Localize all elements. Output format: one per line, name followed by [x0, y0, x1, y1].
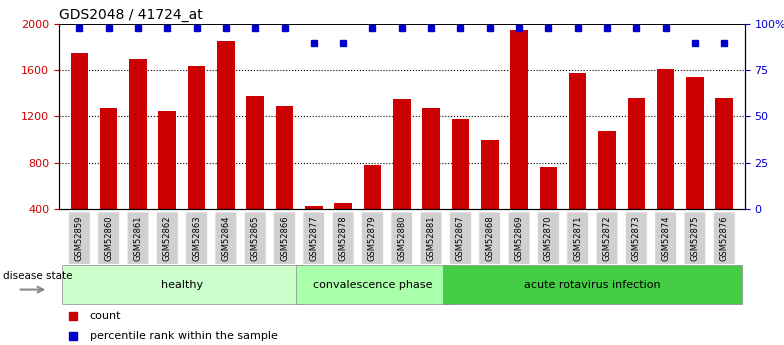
Bar [452, 119, 470, 209]
Text: GSM52868: GSM52868 [485, 216, 494, 262]
FancyBboxPatch shape [508, 212, 530, 265]
Text: GSM52880: GSM52880 [397, 216, 406, 261]
Bar [539, 167, 557, 209]
Text: GSM52870: GSM52870 [544, 216, 553, 261]
FancyBboxPatch shape [68, 212, 90, 265]
FancyBboxPatch shape [626, 212, 647, 265]
Bar [510, 30, 528, 209]
FancyBboxPatch shape [443, 265, 742, 305]
Bar [129, 59, 147, 209]
Bar [100, 108, 118, 209]
Bar [569, 72, 586, 209]
FancyBboxPatch shape [684, 212, 706, 265]
Text: GSM52869: GSM52869 [514, 216, 524, 261]
Bar [246, 96, 264, 209]
Bar [276, 106, 293, 209]
FancyBboxPatch shape [186, 212, 208, 265]
Bar [158, 111, 176, 209]
Text: GSM52872: GSM52872 [603, 216, 612, 261]
Text: count: count [89, 312, 122, 322]
Text: acute rotavirus infection: acute rotavirus infection [524, 280, 661, 289]
FancyBboxPatch shape [420, 212, 442, 265]
Text: GSM52877: GSM52877 [310, 216, 318, 262]
Text: GSM52866: GSM52866 [280, 216, 289, 262]
Text: GSM52873: GSM52873 [632, 216, 641, 262]
Text: GDS2048 / 41724_at: GDS2048 / 41724_at [59, 8, 202, 22]
Text: convalescence phase: convalescence phase [313, 280, 432, 289]
Bar [305, 206, 323, 209]
Text: GSM52862: GSM52862 [163, 216, 172, 261]
Text: disease state: disease state [3, 270, 72, 280]
Text: GSM52871: GSM52871 [573, 216, 583, 261]
Bar [393, 99, 411, 209]
FancyBboxPatch shape [567, 212, 589, 265]
FancyBboxPatch shape [245, 212, 266, 265]
FancyBboxPatch shape [332, 212, 354, 265]
Bar [334, 203, 352, 209]
Bar [364, 166, 381, 209]
Text: GSM52881: GSM52881 [426, 216, 436, 261]
FancyBboxPatch shape [449, 212, 471, 265]
FancyBboxPatch shape [127, 212, 149, 265]
FancyBboxPatch shape [215, 212, 237, 265]
Text: GSM52879: GSM52879 [368, 216, 377, 261]
FancyBboxPatch shape [361, 212, 383, 265]
Text: GSM52874: GSM52874 [661, 216, 670, 261]
FancyBboxPatch shape [479, 212, 501, 265]
Bar [188, 66, 205, 209]
Text: GSM52875: GSM52875 [691, 216, 699, 261]
Text: percentile rank within the sample: percentile rank within the sample [89, 331, 278, 341]
FancyBboxPatch shape [713, 212, 735, 265]
Bar [71, 53, 88, 209]
Bar [686, 77, 704, 209]
FancyBboxPatch shape [62, 265, 302, 305]
FancyBboxPatch shape [296, 265, 448, 305]
Bar [627, 98, 645, 209]
Text: GSM52878: GSM52878 [339, 216, 347, 262]
Bar [598, 131, 615, 209]
Text: GSM52865: GSM52865 [251, 216, 260, 261]
Text: healthy: healthy [161, 280, 203, 289]
Bar [217, 41, 234, 209]
FancyBboxPatch shape [538, 212, 559, 265]
Text: GSM52867: GSM52867 [456, 216, 465, 262]
FancyBboxPatch shape [98, 212, 119, 265]
FancyBboxPatch shape [391, 212, 412, 265]
FancyBboxPatch shape [596, 212, 618, 265]
FancyBboxPatch shape [274, 212, 296, 265]
Bar [423, 108, 440, 209]
Text: GSM52863: GSM52863 [192, 216, 201, 262]
Text: GSM52859: GSM52859 [74, 216, 84, 261]
FancyBboxPatch shape [655, 212, 677, 265]
Text: GSM52876: GSM52876 [720, 216, 729, 262]
FancyBboxPatch shape [303, 212, 325, 265]
Bar [716, 98, 733, 209]
FancyBboxPatch shape [157, 212, 178, 265]
Bar [657, 69, 674, 209]
Text: GSM52864: GSM52864 [221, 216, 230, 261]
Text: GSM52860: GSM52860 [104, 216, 113, 261]
Text: GSM52861: GSM52861 [133, 216, 143, 261]
Bar [481, 139, 499, 209]
